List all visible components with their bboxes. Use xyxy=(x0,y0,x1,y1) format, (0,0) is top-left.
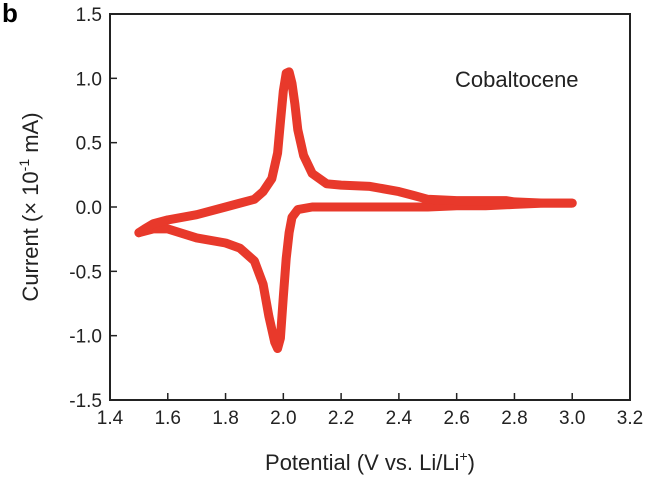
x-axis-title-main: Potential (V vs. Li/Li xyxy=(265,450,459,475)
x-tick-label: 2.0 xyxy=(270,408,296,429)
y-tick-label: 1.0 xyxy=(76,69,102,90)
y-tick-label: -1.5 xyxy=(69,391,102,412)
cv-curves xyxy=(134,67,577,353)
x-tick-label: 2.6 xyxy=(443,408,469,429)
x-axis-title-end: ) xyxy=(468,450,475,475)
x-axis-title: Potential (V vs. Li/Li+) xyxy=(265,448,475,475)
y-axis-title: Current (× 10-1 mA) xyxy=(16,112,43,301)
y-tick-label: -0.5 xyxy=(69,262,102,283)
y-axis-title-superscript: -1 xyxy=(16,159,32,172)
y-tick-label: 0.5 xyxy=(76,134,102,155)
x-axis-title-superscript: + xyxy=(459,448,467,464)
y-axis-title-end: mA) xyxy=(18,112,43,158)
x-tick-label: 3.2 xyxy=(617,408,643,429)
cathodic-sweep-line xyxy=(134,198,577,353)
y-tick-label: -1.0 xyxy=(69,327,102,348)
x-tick-label: 3.0 xyxy=(559,408,585,429)
y-tick-label: 1.5 xyxy=(76,5,102,26)
x-tick-label: 2.2 xyxy=(328,408,354,429)
x-tick-label: 2.4 xyxy=(386,408,413,429)
y-tick-label: 0.0 xyxy=(76,198,102,219)
y-axis-title-main: Current (× 10 xyxy=(18,171,43,301)
y-axis-ticks: 1.5 1.0 0.5 0.0 -0.5 -1.0 -1.5 xyxy=(69,5,117,412)
x-tick-label: 1.6 xyxy=(155,408,181,429)
x-tick-label: 2.8 xyxy=(501,408,527,429)
x-tick-label: 1.8 xyxy=(212,408,238,429)
x-tick-label: 1.4 xyxy=(97,408,124,429)
anodic-sweep-line xyxy=(134,67,577,238)
panel-label: b xyxy=(2,0,18,28)
x-axis-ticks: 1.4 1.6 1.8 2.0 2.2 2.4 2.6 2.8 3.0 3.2 xyxy=(97,393,643,429)
chart-annotation: Cobaltocene xyxy=(455,67,579,92)
